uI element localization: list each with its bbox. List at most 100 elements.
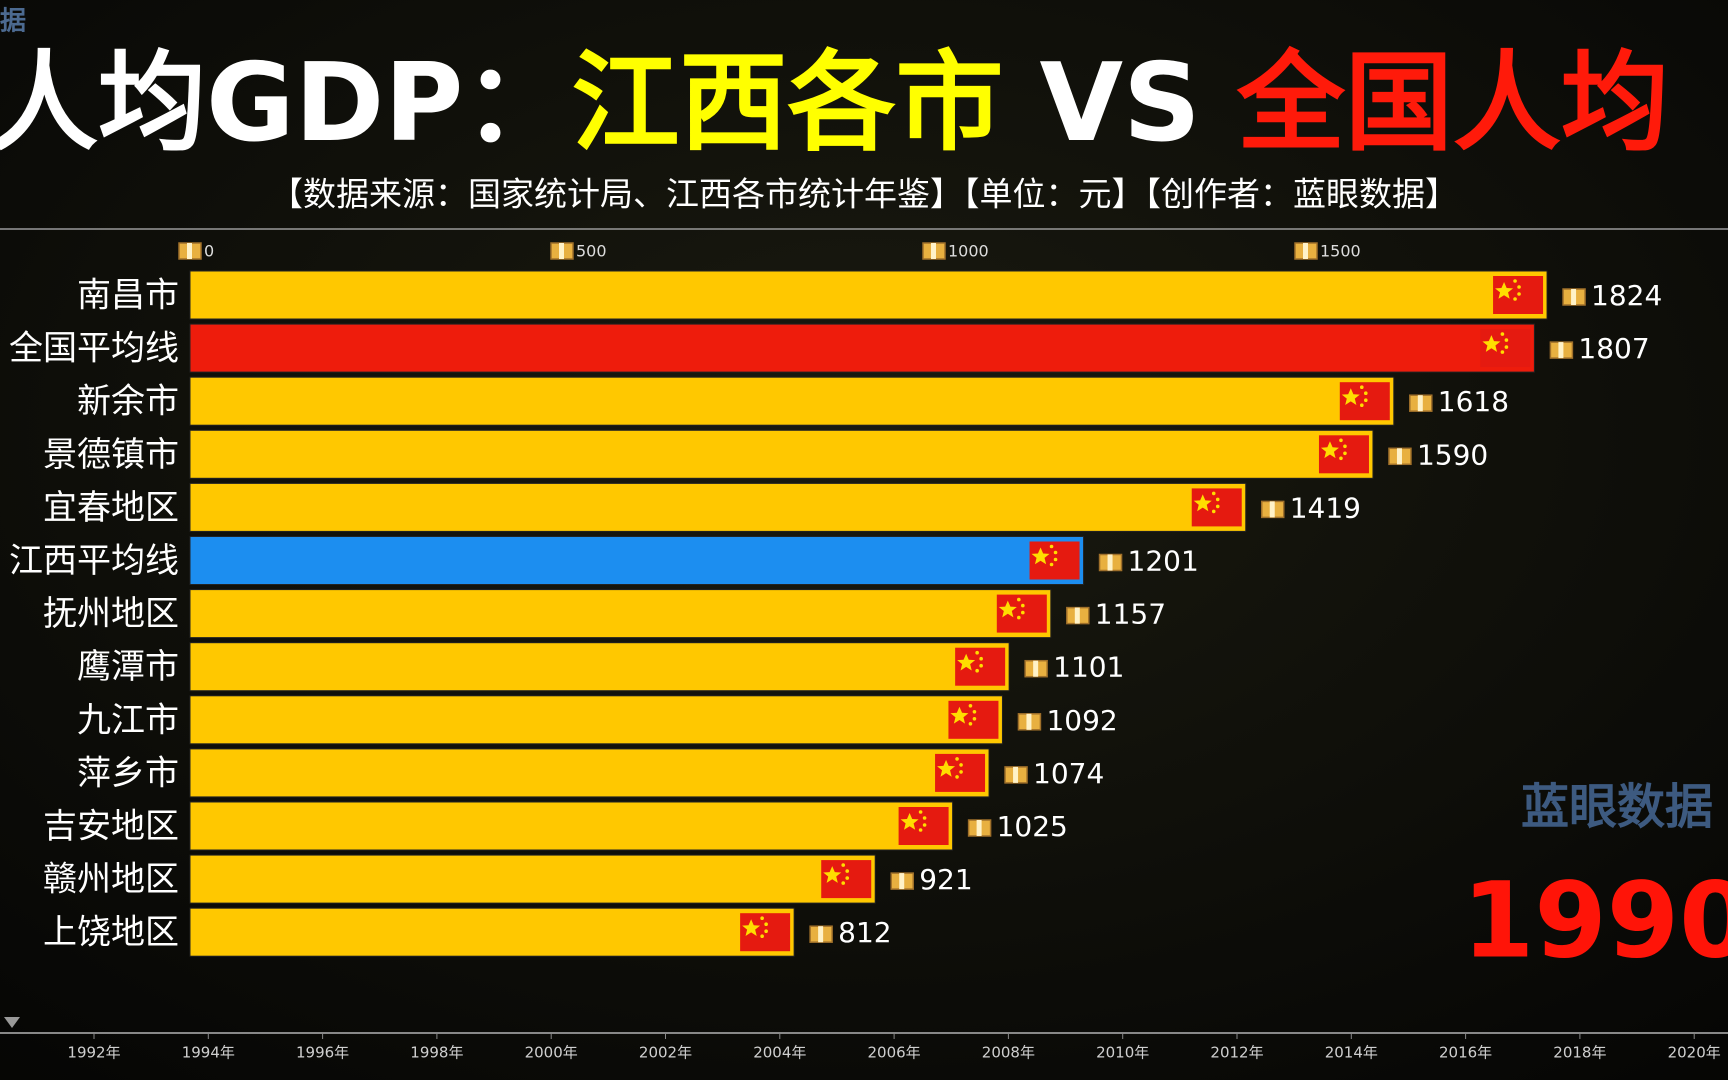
bar [189, 323, 1535, 373]
flag-star-small [1053, 557, 1058, 562]
flag-star-small [1517, 285, 1521, 289]
flag-star [742, 919, 761, 937]
category-label: 抚州地区 [43, 594, 179, 634]
flag-star-small [1049, 544, 1054, 549]
category-label: 景德镇市 [43, 435, 179, 475]
gold-icon-band [187, 243, 192, 259]
gold-icon-band [1571, 289, 1577, 305]
category-label: 新余市 [77, 382, 179, 422]
gold-icon-band [1558, 342, 1564, 359]
flag-star-small [955, 757, 959, 761]
flag-star-small [1500, 332, 1505, 336]
flag-star-small [1363, 398, 1368, 403]
flag-star-small [968, 722, 973, 726]
timeline-label: 2012年 [1210, 1044, 1263, 1062]
flag-star-small [1513, 297, 1517, 301]
value-label: 1157 [1095, 598, 1166, 631]
flag-star-small [918, 810, 923, 814]
flag-star-small [1339, 438, 1343, 443]
flag-star-small [918, 828, 923, 832]
gold-icon-band [1033, 660, 1039, 677]
bar [189, 376, 1395, 426]
flag-star-small [1359, 403, 1364, 408]
timeline-label: 1996年 [296, 1044, 349, 1062]
gold-icon-band [1026, 713, 1032, 730]
gold-icon-band [1074, 607, 1080, 624]
gold-icon-band [1107, 554, 1113, 571]
timeline-label: 2004年 [753, 1044, 806, 1062]
bar [189, 589, 1052, 639]
flag-star [998, 600, 1017, 618]
gold-icon-band [1396, 448, 1402, 465]
title-part: 江西各市 [571, 41, 1003, 166]
title-part: 人均GDP： [0, 41, 571, 166]
timeline-label: 1992年 [67, 1044, 120, 1062]
value-label: 921 [919, 863, 972, 896]
timeline-handle [4, 1017, 20, 1028]
flag-star-small [1021, 610, 1025, 615]
flag-star-small [1053, 550, 1058, 555]
flag-star-small [955, 775, 959, 779]
timeline-label: 2014年 [1325, 1044, 1378, 1062]
flag-star-small [979, 663, 983, 668]
gold-icon-band [818, 926, 824, 943]
flag-star [1320, 441, 1339, 459]
category-label: 萍乡市 [77, 753, 179, 793]
gold-icon-band [1269, 501, 1275, 518]
bar [189, 270, 1548, 320]
gold-icon-band [931, 243, 936, 259]
timeline-label: 2008年 [982, 1044, 1035, 1062]
category-label: 江西平均线 [9, 541, 179, 581]
bar [189, 907, 795, 957]
flag-star-small [1021, 603, 1025, 608]
category-label: 南昌市 [77, 276, 179, 316]
value-label: 1824 [1591, 279, 1662, 312]
value-label: 1618 [1438, 385, 1509, 418]
title-part: VS [1039, 41, 1200, 166]
gold-icon-band [559, 243, 564, 259]
flag-star [1031, 547, 1050, 565]
gold-icon-band [1417, 395, 1423, 412]
timeline-label: 2020年 [1668, 1044, 1721, 1062]
flag-star-small [764, 929, 768, 933]
flag-star-small [764, 922, 768, 926]
flag-star-small [760, 916, 764, 920]
flag-star-small [760, 934, 764, 938]
flag-star-small [1517, 292, 1521, 296]
flag-star [957, 653, 976, 671]
flag-star-small [1504, 345, 1509, 349]
flag-star-small [1017, 615, 1021, 620]
value-label: 1807 [1578, 332, 1649, 365]
value-label: 812 [838, 916, 891, 949]
category-label: 上饶地区 [43, 913, 179, 953]
chart-title: 人均GDP：江西各市 VS 全国人均 [0, 41, 1669, 166]
category-label: 吉安地区 [43, 807, 179, 847]
flag-star-small [841, 863, 846, 867]
flag-star [1482, 335, 1501, 352]
x-tick-label: 1000 [948, 242, 989, 261]
timeline-label: 2002年 [639, 1044, 692, 1062]
value-label: 1074 [1033, 757, 1104, 790]
bar [189, 482, 1247, 532]
flag-star-small [1211, 491, 1216, 496]
flag-star-small [922, 823, 927, 827]
flag-star-small [1017, 597, 1021, 602]
flag-star-small [1513, 279, 1517, 283]
flag-star-small [972, 710, 977, 714]
category-label: 鹰潭市 [77, 647, 179, 687]
flag-star-small [959, 770, 963, 774]
flag-star-small [1215, 504, 1220, 509]
flag-star-small [1343, 444, 1347, 449]
chart-subtitle: 【数据来源：国家统计局、江西各市统计年鉴】【单位：元】【创作者：蓝眼数据】 [270, 175, 1458, 214]
flag-star-small [1215, 497, 1220, 502]
value-label: 1590 [1417, 438, 1488, 471]
value-label: 1101 [1053, 651, 1124, 684]
timeline-label: 1998年 [410, 1044, 463, 1062]
flag-star [900, 813, 919, 830]
flag-star-small [1359, 385, 1364, 390]
flag-star-small [979, 656, 983, 661]
gold-icon-band [899, 873, 905, 890]
flag-star-small [975, 650, 979, 655]
